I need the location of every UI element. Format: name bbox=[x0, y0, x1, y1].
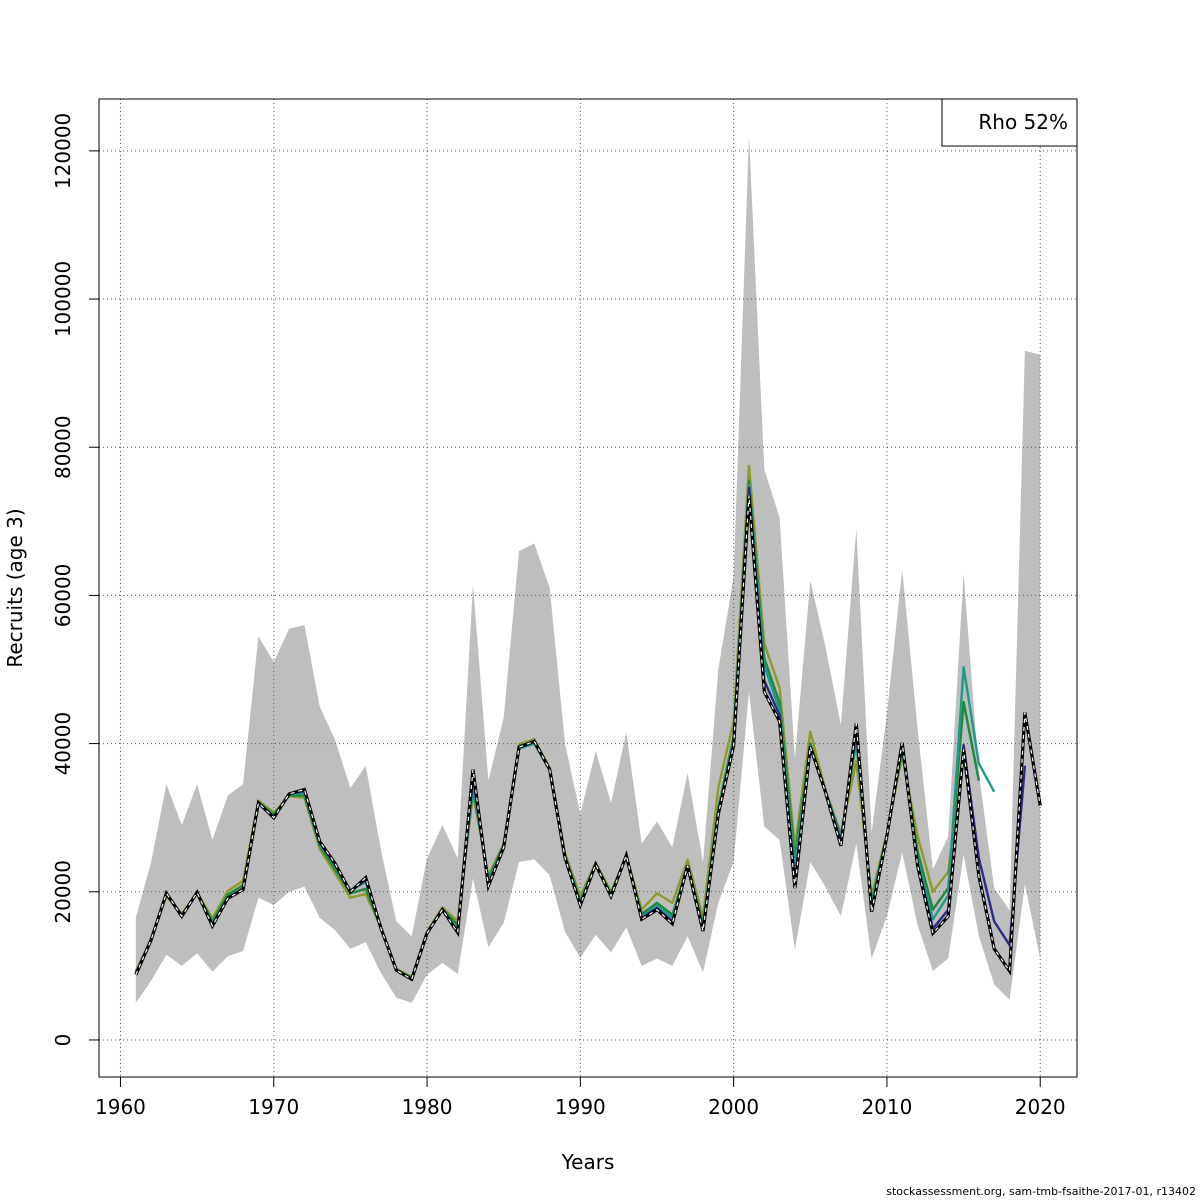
y-tick-label: 80000 bbox=[51, 415, 75, 479]
x-tick-label: 1990 bbox=[555, 1095, 606, 1119]
x-tick-label: 2000 bbox=[708, 1095, 759, 1119]
confidence-band bbox=[135, 136, 1041, 1003]
y-tick-label: 0 bbox=[51, 1034, 75, 1047]
y-tick-label: 60000 bbox=[51, 564, 75, 628]
y-axis: 0 20000 40000 60000 80000 100000 120000 bbox=[51, 113, 100, 1047]
x-axis-title: Years bbox=[561, 1150, 615, 1174]
x-tick-label: 2020 bbox=[1015, 1095, 1066, 1119]
legend-box bbox=[941, 98, 1078, 147]
x-tick-label: 2010 bbox=[861, 1095, 912, 1119]
legend-text: Rho 52% bbox=[978, 110, 1068, 134]
confidence-band-layer bbox=[135, 136, 1041, 1003]
x-axis: 1960 1970 1980 1990 2000 2010 2020 bbox=[95, 1076, 1066, 1119]
x-tick-label: 1980 bbox=[402, 1095, 453, 1119]
series-layer bbox=[134, 464, 1042, 982]
y-tick-label: 40000 bbox=[51, 712, 75, 776]
series-line-final-dash bbox=[135, 495, 1041, 981]
y-tick-label: 20000 bbox=[51, 860, 75, 924]
x-tick-label: 1960 bbox=[95, 1095, 146, 1119]
x-tick-label: 1970 bbox=[248, 1095, 299, 1119]
y-tick-label: 100000 bbox=[51, 261, 75, 337]
y-tick-label: 120000 bbox=[51, 113, 75, 189]
y-axis-title: Recruits (age 3) bbox=[3, 508, 27, 667]
grid-layer bbox=[99, 99, 1077, 1077]
legend: Rho 52% bbox=[941, 98, 1078, 147]
footer-credit: stockassessment.org, sam-tmb-fsaithe-201… bbox=[886, 1185, 1196, 1198]
